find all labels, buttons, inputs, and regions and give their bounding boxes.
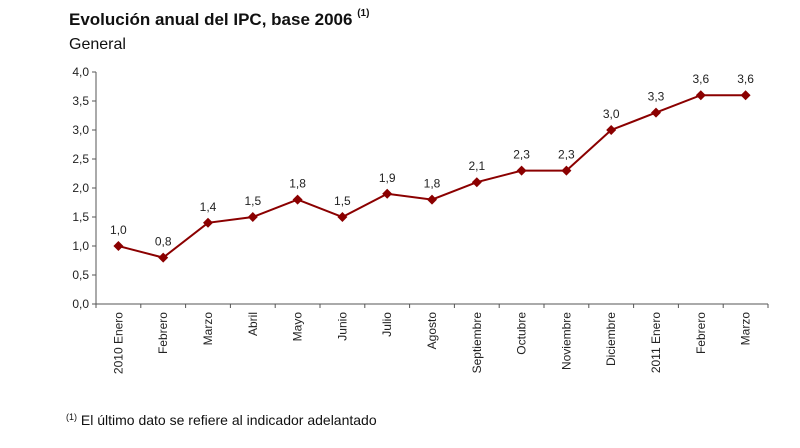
data-point: [427, 194, 437, 205]
y-tick-label: 3,5: [72, 94, 89, 108]
data-point: [113, 241, 124, 251]
data-point: [292, 194, 303, 205]
x-tick-label: Marzo: [739, 312, 753, 346]
y-tick-label: 4,0: [72, 65, 89, 79]
data-label: 0,8: [155, 235, 172, 249]
data-point: [158, 252, 169, 263]
footnote-text: El último dato se refiere al indicador a…: [80, 412, 377, 428]
data-point: [471, 177, 482, 188]
chart-subtitle: General: [69, 36, 126, 53]
data-label: 3,0: [603, 107, 620, 121]
data-point: [516, 165, 527, 176]
x-tick-label: Diciembre: [604, 312, 618, 366]
data-point: [382, 188, 393, 199]
data-point: [695, 90, 706, 101]
data-point: [651, 107, 661, 118]
data-point: [606, 125, 617, 135]
data-label: 3,6: [737, 72, 754, 86]
title-text: Evolución anual del IPC, base 2006: [69, 10, 353, 29]
footnote-mark: (1): [66, 412, 77, 422]
data-point: [247, 212, 258, 222]
y-tick-label: 2,5: [72, 152, 89, 166]
data-label: 1,5: [334, 194, 351, 208]
data-label: 2,1: [468, 159, 485, 173]
title-note: (1): [357, 8, 370, 19]
data-label: 1,8: [289, 177, 306, 191]
x-tick-label: Marzo: [201, 312, 215, 346]
footnote: (1) El último dato se refiere al indicad…: [66, 412, 377, 428]
x-tick-label: Octubre: [515, 312, 529, 355]
data-point: [203, 217, 213, 228]
data-label: 1,4: [200, 200, 217, 214]
data-label: 3,3: [648, 90, 665, 104]
x-tick-label: Abril: [246, 312, 260, 336]
y-tick-label: 2,0: [72, 181, 89, 195]
x-tick-label: Noviembre: [559, 312, 573, 370]
y-tick-label: 3,0: [72, 123, 89, 137]
data-label: 1,8: [424, 177, 441, 191]
x-tick-label: Julio: [380, 312, 394, 337]
y-tick-label: 0,5: [72, 268, 89, 282]
x-tick-label: Febrero: [156, 312, 170, 354]
x-tick-label: Febrero: [694, 312, 708, 354]
data-label: 2,3: [513, 148, 530, 162]
data-label: 1,5: [244, 194, 261, 208]
x-tick-label: Junio: [335, 312, 349, 341]
x-tick-label: Mayo: [291, 312, 305, 342]
data-point: [337, 212, 348, 222]
chart-title: Evolución anual del IPC, base 2006 (1): [69, 8, 370, 30]
data-label: 2,3: [558, 148, 575, 162]
y-tick-label: 0,0: [72, 297, 89, 311]
data-label: 1,0: [110, 223, 127, 237]
data-label: 3,6: [692, 72, 709, 86]
data-point: [561, 165, 572, 176]
x-tick-label: 2011 Enero: [649, 312, 663, 373]
x-tick-label: Septiembre: [470, 312, 484, 374]
y-tick-label: 1,5: [72, 210, 89, 224]
data-point: [740, 90, 751, 101]
x-tick-label: Agosto: [425, 312, 439, 350]
data-label: 1,9: [379, 171, 396, 185]
x-tick-label: 2010 Enero: [111, 312, 125, 374]
y-tick-label: 1,0: [72, 239, 89, 253]
